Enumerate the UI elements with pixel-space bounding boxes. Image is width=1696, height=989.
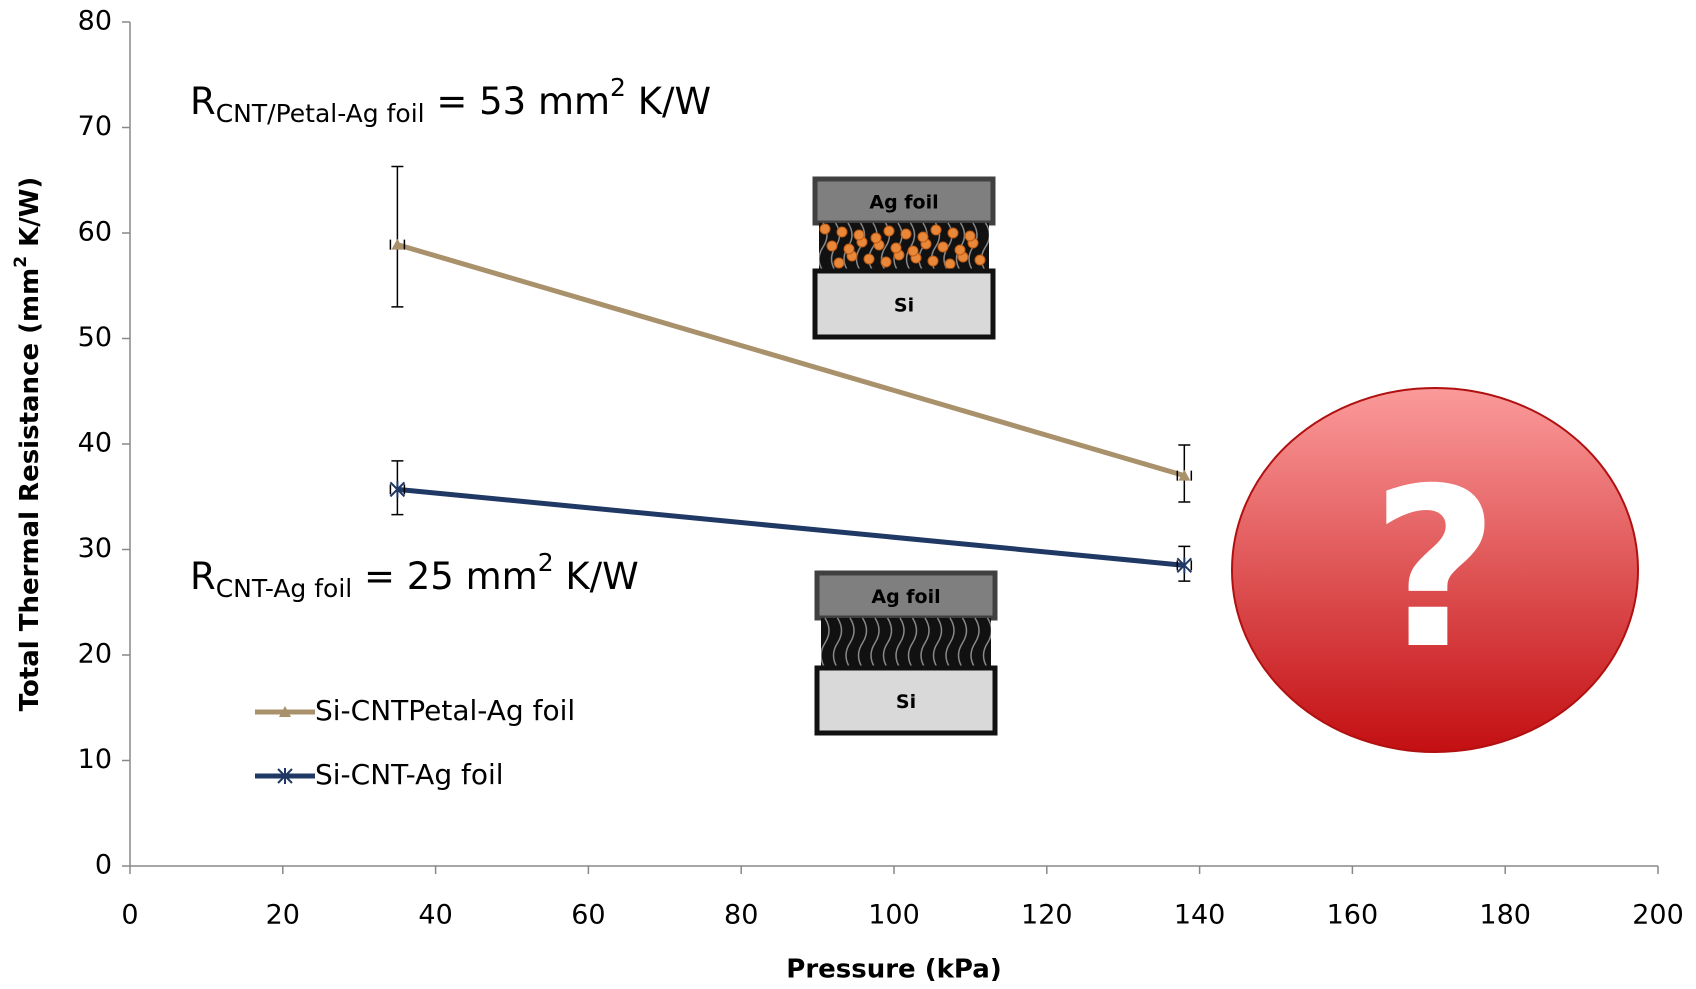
x-tick-label: 200: [1632, 900, 1684, 931]
legend-label: Si-CNTPetal-Ag foil: [315, 694, 575, 727]
marker: [389, 481, 406, 498]
inset-label: Si: [896, 691, 916, 713]
cnt-strand: [945, 617, 955, 669]
ag-foil: [814, 570, 998, 621]
cnt-strand: [857, 617, 868, 669]
y-tick-label: 80: [78, 6, 112, 37]
cnt-strand: [820, 617, 830, 669]
cnt-strand: [845, 617, 855, 669]
petal: [836, 226, 848, 238]
cnt-strand: [957, 617, 968, 669]
y-tick-label: 10: [78, 744, 112, 775]
petal: [900, 228, 912, 240]
y-tick-label: 30: [78, 533, 112, 564]
petal: [880, 256, 892, 268]
petal: [947, 227, 959, 239]
annotation-sup: 2: [610, 73, 626, 102]
y-tick-label: 0: [95, 850, 112, 881]
x-tick-label: 180: [1479, 900, 1531, 931]
petal: [863, 253, 875, 265]
x-tick-label: 80: [724, 900, 758, 931]
y-axis-title-tail: K/W): [15, 177, 45, 256]
marker: [277, 768, 293, 784]
x-tick-label: 140: [1174, 900, 1226, 931]
annotation-main: R: [190, 555, 216, 598]
si-substrate: [812, 268, 996, 340]
annotation: RCNT/Petal-Ag foil = 53 mm2 K/W: [190, 73, 711, 128]
x-tick-label: 60: [571, 900, 605, 931]
cnt-strand: [920, 617, 930, 669]
series-line: [396, 242, 1186, 479]
petal: [819, 223, 831, 235]
annotation-main: R: [190, 80, 216, 123]
y-tick-label: 50: [78, 322, 112, 353]
annotation: RCNT-Ag foil = 25 mm2 K/W: [190, 548, 639, 603]
petal: [870, 232, 882, 244]
y-tick-label: 20: [78, 639, 112, 670]
series-line: [397, 486, 1185, 568]
cnt-strand: [970, 617, 980, 669]
question-circle: [1231, 387, 1639, 753]
annotation-tail: K/W: [554, 555, 639, 598]
x-tick-label: 0: [121, 900, 138, 931]
petal: [930, 224, 942, 236]
y-tick-label: 40: [78, 428, 112, 459]
cnt-strand: [882, 617, 893, 669]
cnt-strand: [907, 617, 918, 669]
legend-label: Si-CNT-Ag foil: [315, 758, 504, 791]
cnt-strand: [982, 617, 993, 669]
x-tick-label: 160: [1327, 900, 1379, 931]
inset-label: Si: [894, 295, 914, 317]
y-axis-title-sup: 2: [11, 256, 31, 268]
petal: [843, 243, 855, 255]
inset-label: Ag foil: [871, 586, 940, 608]
annotation-sup: 2: [538, 548, 554, 577]
annotation-tail: K/W: [626, 80, 711, 123]
x-tick-label: 100: [868, 900, 920, 931]
petal: [937, 241, 949, 253]
petal: [907, 245, 919, 257]
petal: [974, 254, 986, 266]
petal: [883, 225, 895, 237]
error-bar: [389, 165, 406, 308]
annotation-sub: CNT/Petal-Ag foil: [216, 99, 425, 128]
petal: [890, 242, 902, 254]
inset-label: Ag foil: [869, 192, 938, 214]
x-tick-label: 40: [418, 900, 452, 931]
petal: [964, 230, 976, 242]
cnt-strand: [870, 617, 880, 669]
y-tick-label: 60: [78, 217, 112, 248]
annotation-text: = 53 mm: [425, 80, 610, 123]
marker: [1176, 557, 1193, 574]
petal: [833, 257, 845, 269]
si-substrate: [814, 665, 998, 736]
y-tick-label: 70: [78, 111, 112, 142]
marker: [1178, 469, 1191, 481]
question-mark: ?: [1371, 441, 1499, 697]
annotation-sub: CNT-Ag foil: [216, 574, 353, 603]
petal: [917, 231, 929, 243]
x-tick-label: 120: [1021, 900, 1073, 931]
cnt-strand: [895, 617, 905, 669]
marker: [279, 706, 291, 717]
cnt-strand: [832, 617, 843, 669]
y-axis-title-text: Total Thermal Resistance (mm: [15, 268, 45, 712]
marker: [391, 238, 404, 250]
x-tick-label: 20: [266, 900, 300, 931]
y-axis-title: Total Thermal Resistance (mm2 K/W): [11, 177, 45, 712]
petal: [826, 240, 838, 252]
petal: [944, 258, 956, 270]
petal: [853, 229, 865, 241]
petal: [954, 244, 966, 256]
x-axis-title: Pressure (kPa): [786, 955, 1001, 985]
cnt-strand: [932, 617, 943, 669]
petal: [927, 255, 939, 267]
annotation-text: = 25 mm: [352, 555, 537, 598]
